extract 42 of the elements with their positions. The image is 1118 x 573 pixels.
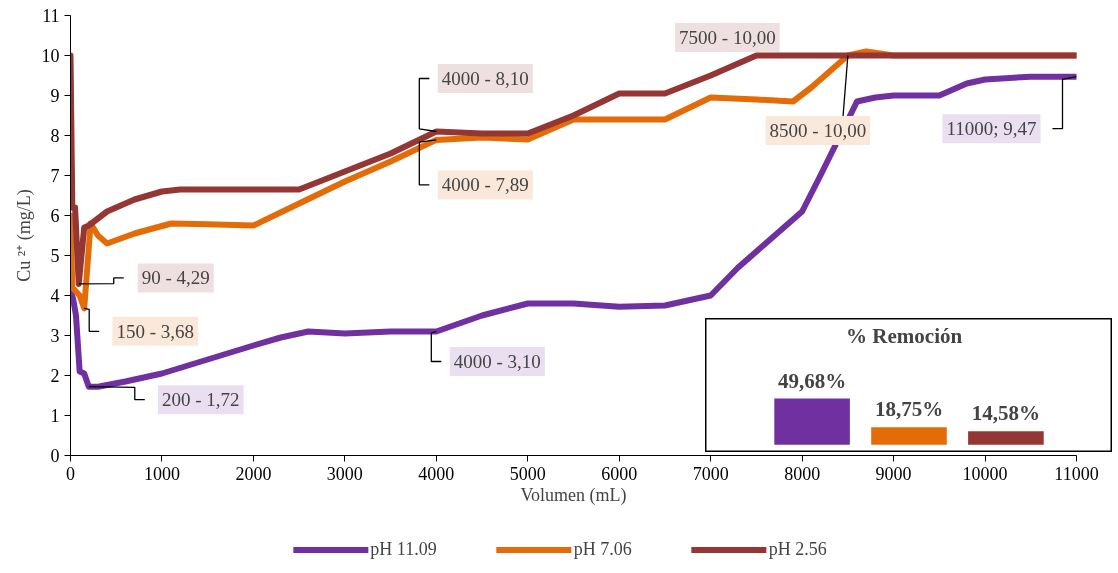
- annotation: 7500 - 10,00: [679, 27, 776, 48]
- x-tick-label: 8000: [784, 463, 821, 484]
- legend-label: pH 11.09: [370, 538, 437, 560]
- x-tick-label: 2000: [235, 463, 272, 484]
- x-tick-label: 10000: [962, 463, 1008, 484]
- x-tick-label: 7000: [692, 463, 729, 484]
- annotation: 4000 - 7,89: [441, 174, 529, 196]
- y-tick-label: 11: [42, 6, 60, 26]
- annotation: 150 - 3,68: [116, 320, 195, 342]
- annotation: 11000; 9,47: [946, 118, 1037, 140]
- annotation: 8500 - 10,00: [769, 120, 867, 141]
- x-tick-label: 5000: [509, 463, 546, 484]
- y-tick-label: 3: [50, 326, 60, 346]
- y-tick-label: 5: [50, 246, 60, 266]
- y-tick-label: 0: [50, 446, 60, 466]
- legend-label: pH 7.06: [573, 538, 632, 560]
- chart-title: % Remoción: [846, 324, 963, 349]
- x-tick-label: 3000: [326, 463, 363, 484]
- annotation: 200 - 1,72: [162, 389, 240, 411]
- y-tick-label: 9: [50, 86, 60, 106]
- data-label: 14,58%: [971, 401, 1041, 426]
- x-tick-label: 4000: [418, 463, 455, 484]
- legend-label: pH 2.56: [768, 538, 827, 560]
- y-tick-label: 2: [50, 366, 60, 386]
- data-label: 49,68%: [777, 368, 847, 393]
- x-tick-label: 11000: [1054, 463, 1099, 484]
- y-tick-label: 4: [50, 286, 60, 306]
- y-tick-label: 1: [50, 406, 60, 426]
- x-tick-label: 0: [66, 463, 75, 484]
- y-tick-label: 7: [50, 166, 60, 186]
- data-label: 18,75%: [874, 397, 944, 422]
- y-axis-title: Cu ²⁺ (mg/L): [13, 189, 35, 282]
- annotation: 4000 - 3,10: [453, 351, 541, 372]
- annotation: 90 - 4,29: [141, 267, 210, 289]
- x-axis-title: Volumen (mL): [520, 484, 627, 506]
- y-tick-label: 10: [41, 46, 60, 66]
- x-tick-label: 6000: [601, 463, 638, 484]
- annotation: 4000 - 8,10: [441, 68, 529, 89]
- x-tick-label: 9000: [875, 463, 912, 484]
- y-tick-label: 6: [50, 206, 60, 226]
- y-tick-label: 8: [50, 126, 60, 146]
- x-tick-label: 1000: [143, 463, 180, 484]
